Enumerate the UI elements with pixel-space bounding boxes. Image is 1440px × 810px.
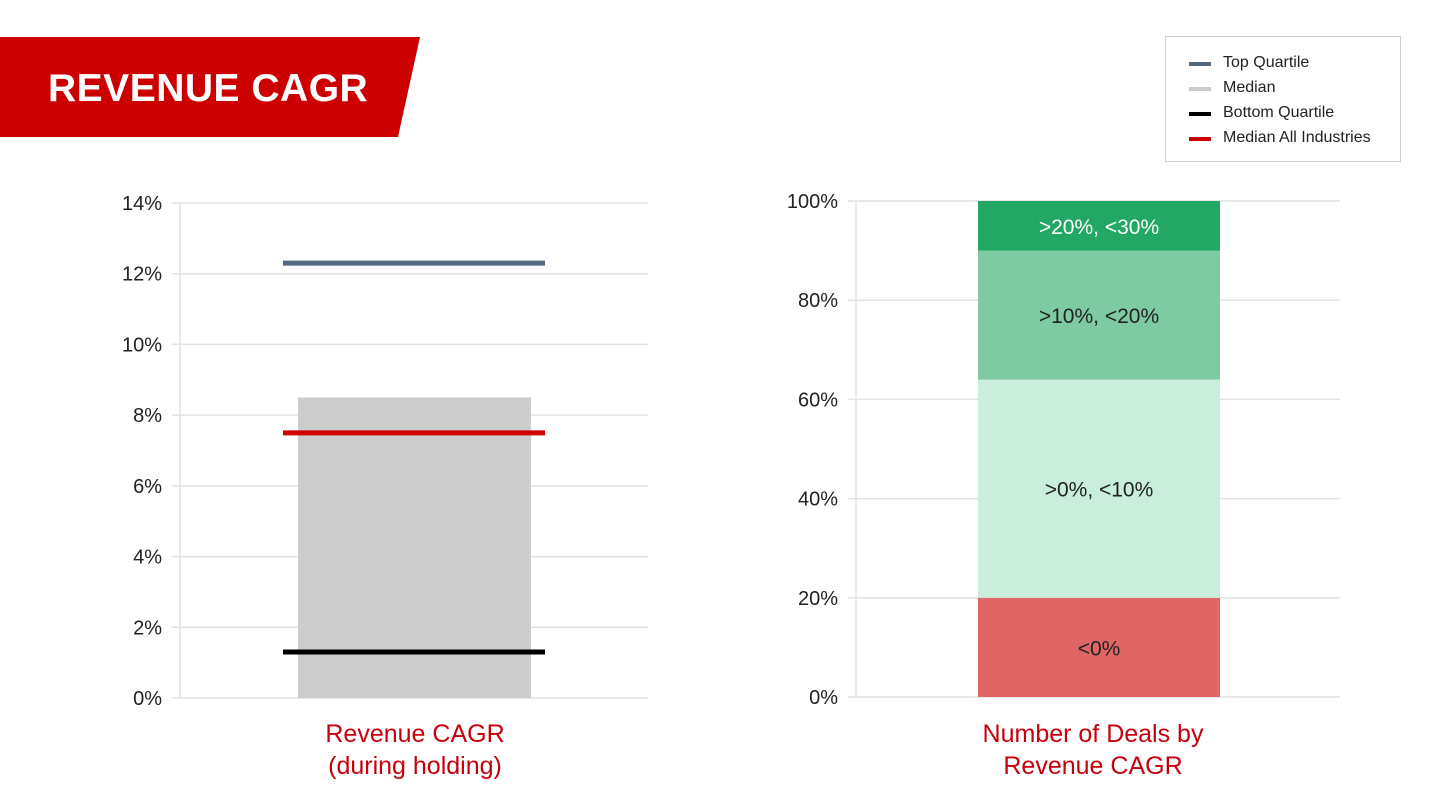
stacked-segment	[978, 597, 1220, 697]
legend-label: Top Quartile	[1223, 54, 1310, 71]
header-banner: REVENUE CAGR	[0, 37, 420, 137]
legend-item-bottom-quartile: Bottom Quartile	[1166, 103, 1400, 123]
segment-label: <0%	[1078, 637, 1121, 660]
legend-swatch	[1189, 62, 1211, 66]
deals-by-cagr-chart: 0% 20% 40% 60% 80% 100% <0% >0%, <10% >10%, <20%…	[787, 191, 1340, 709]
page-title: REVENUE CAGR	[48, 67, 369, 110]
segment-label: >0%, <10%	[1045, 479, 1154, 502]
y-tick-label: 0%	[133, 688, 162, 710]
y-tick-label: 20%	[798, 588, 838, 610]
revenue-cagr-chart: 0% 2% 4% 6% 8% 10% 12% 14%	[122, 193, 648, 710]
segment-label: >10%, <20%	[1039, 305, 1159, 328]
legend-item-top-quartile: Top Quartile	[1166, 53, 1400, 73]
y-tick-label: 6%	[133, 476, 162, 498]
y-tick-label: 12%	[122, 264, 162, 286]
y-tick-label: 2%	[133, 617, 162, 639]
y-tick-label: 100%	[787, 191, 838, 213]
median-bar	[298, 397, 531, 698]
y-tick-label: 40%	[798, 489, 838, 511]
deals-by-cagr-chart-title: Number of Deals by Revenue CAGR	[982, 720, 1204, 780]
legend-label: Median	[1223, 79, 1276, 96]
y-tick-label: 4%	[133, 547, 162, 569]
revenue-cagr-chart-title: Revenue CAGR (during holding)	[325, 720, 505, 780]
banner-shape	[0, 37, 420, 137]
legend-swatch	[1189, 87, 1211, 91]
y-tick-label: 80%	[798, 290, 838, 312]
segment-label: >20%, <30%	[1039, 216, 1159, 239]
stacked-segment	[978, 250, 1220, 380]
legend-label: Median All Industries	[1223, 129, 1371, 146]
y-tick-label: 10%	[122, 334, 162, 356]
y-tick-label: 0%	[809, 687, 838, 709]
legend-item-median-all-industries: Median All Industries	[1166, 128, 1400, 148]
y-tick-label: 8%	[133, 405, 162, 427]
chart-legend: Top Quartile Median Bottom Quartile Medi…	[1165, 36, 1401, 162]
legend-swatch	[1189, 112, 1211, 116]
stacked-segment	[978, 201, 1220, 251]
legend-item-median: Median	[1166, 78, 1400, 98]
y-tick-label: 60%	[798, 389, 838, 411]
legend-label: Bottom Quartile	[1223, 104, 1335, 121]
stacked-segment	[978, 379, 1220, 598]
legend-swatch	[1189, 137, 1211, 141]
y-tick-label: 14%	[122, 193, 162, 215]
